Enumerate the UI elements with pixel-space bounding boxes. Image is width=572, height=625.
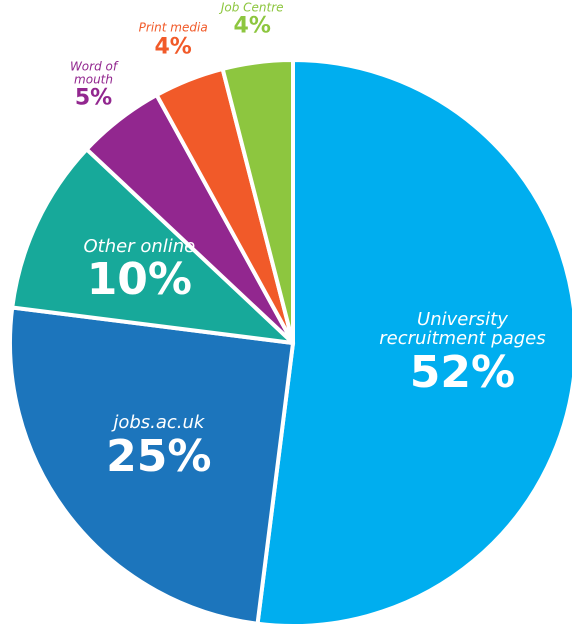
category-label: University recruitment pages (379, 308, 546, 350)
slice-label: Job Centre 4% (212, 0, 292, 39)
value-label: 5% (74, 85, 113, 111)
slice (220, 58, 295, 345)
slice (255, 58, 572, 625)
value-label: 4% (154, 33, 192, 59)
category-label: Job Centre (220, 0, 284, 15)
category-label: Other online (83, 235, 196, 257)
slice-label: jobs.ac.uk 25% (74, 413, 244, 481)
value-label: 25% (106, 430, 212, 482)
value-label: 10% (86, 254, 193, 306)
slice-label: University recruitment pages 52% (377, 308, 547, 399)
slice (10, 147, 295, 345)
value-label: 4% (233, 13, 271, 39)
category-label: jobs.ac.uk (113, 411, 205, 433)
slice-label: Other online 10% (54, 235, 224, 306)
slice (8, 305, 295, 625)
category-label: Word of mouth (69, 59, 118, 87)
slice-label: Word of mouth 5% (54, 59, 134, 112)
category-label: Print media (138, 20, 208, 35)
value-label: 52% (409, 347, 516, 399)
slice-label: Print media 4% (133, 20, 213, 59)
